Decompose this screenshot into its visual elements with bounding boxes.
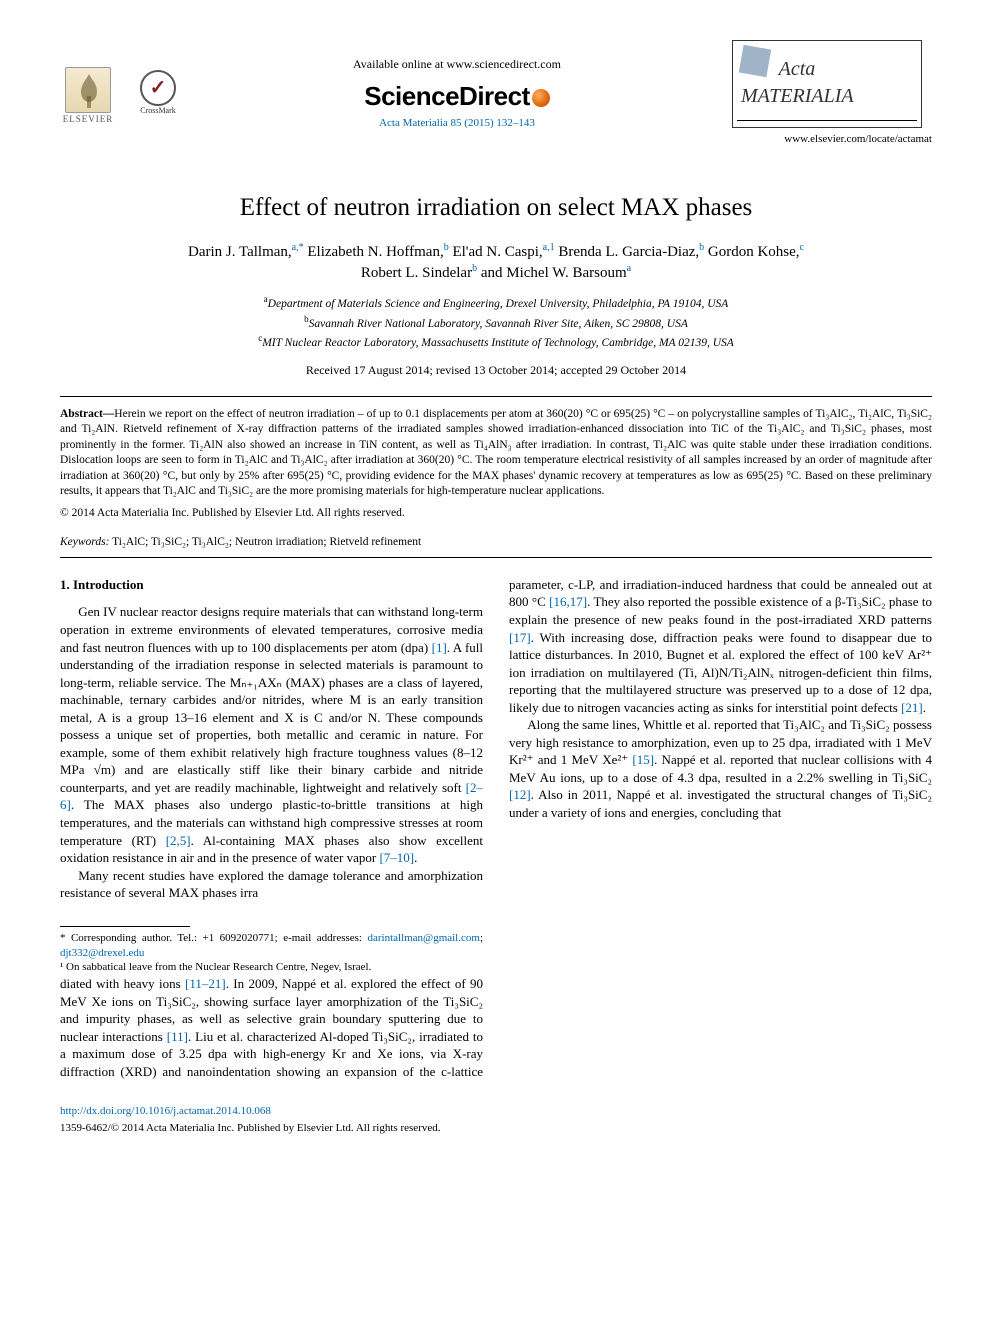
crossmark-badge[interactable]: ✓ CrossMark — [134, 64, 182, 122]
author-5-affil: c — [800, 242, 804, 253]
header-left-logos: ELSEVIER ✓ CrossMark — [60, 61, 182, 125]
intro-para-2-start: Many recent studies have explored the da… — [60, 867, 483, 902]
author-7: and Michel W. Barsoum — [481, 265, 627, 281]
footer-issn-copyright: 1359-6462/© 2014 Acta Materialia Inc. Pu… — [60, 1121, 932, 1136]
abstract-label: Abstract— — [60, 408, 114, 420]
article-dates: Received 17 August 2014; revised 13 Octo… — [60, 362, 932, 378]
elsevier-tree-icon — [65, 67, 111, 113]
author-2: Elizabeth N. Hoffman, — [307, 244, 443, 260]
abstract-block: Abstract—Herein we report on the effect … — [60, 407, 932, 500]
footnote-rule — [60, 926, 190, 927]
ref-15[interactable]: [15] — [632, 752, 654, 767]
affil-c: MIT Nuclear Reactor Laboratory, Massachu… — [262, 337, 734, 349]
author-2-affil: b — [444, 242, 449, 253]
author-1-affil: a,* — [292, 242, 304, 253]
author-3: El'ad N. Caspi, — [452, 244, 542, 260]
keywords-label: Keywords: — [60, 536, 109, 548]
article-title: Effect of neutron irradiation on select … — [60, 191, 932, 225]
crossmark-icon: ✓ — [140, 70, 176, 106]
header-right: Acta MATERIALIA www.elsevier.com/locate/… — [732, 40, 932, 147]
ref-12[interactable]: [12] — [509, 787, 531, 802]
abstract-text: Herein we report on the effect of neutro… — [60, 408, 932, 498]
doi-link[interactable]: http://dx.doi.org/10.1016/j.actamat.2014… — [60, 1104, 932, 1119]
elsevier-label: ELSEVIER — [63, 113, 114, 125]
author-1: Darin J. Tallman, — [188, 244, 292, 260]
author-7-affil: a — [627, 263, 631, 274]
keywords-text: Ti₂AlC; Ti₃SiC₂; Ti₃AlC₂; Neutron irradi… — [109, 536, 421, 548]
affil-a: Department of Materials Science and Engi… — [268, 298, 729, 310]
abstract-rule-bottom — [60, 557, 932, 558]
author-5: Gordon Kohse, — [708, 244, 800, 260]
journal-ref-link[interactable]: Acta Materialia 85 (2015) 132–143 — [379, 117, 535, 129]
p1a: Gen IV nuclear reactor designs require m… — [60, 604, 483, 654]
authors-block: Darin J. Tallman,a,* Elizabeth N. Hoffma… — [60, 241, 932, 284]
email-sep: ; — [480, 932, 483, 944]
ref-11-21[interactable]: [11–21] — [185, 976, 226, 991]
elsevier-logo: ELSEVIER — [60, 61, 116, 125]
ref-7-10[interactable]: [7–10] — [379, 850, 414, 865]
publisher-header: ELSEVIER ✓ CrossMark Available online at… — [60, 40, 932, 147]
ref-1[interactable]: [1] — [432, 640, 447, 655]
sciencedirect-orb-icon — [532, 89, 550, 107]
p2b: diated with heavy ions — [60, 976, 185, 991]
ref-17[interactable]: [17] — [509, 630, 531, 645]
sciencedirect-logo: ScienceDirect — [182, 79, 732, 114]
ref-2-5[interactable]: [2,5] — [166, 833, 191, 848]
crossmark-label: CrossMark — [140, 106, 176, 117]
author-4: Brenda L. Garcia-Diaz, — [558, 244, 699, 260]
acta-square-icon — [739, 45, 771, 77]
keywords-line: Keywords: Ti₂AlC; Ti₃SiC₂; Ti₃AlC₂; Neut… — [60, 535, 932, 551]
affiliations-block: aDepartment of Materials Science and Eng… — [60, 293, 932, 352]
corr-email-2[interactable]: djt332@drexel.edu — [60, 947, 144, 959]
section-1-title: 1. Introduction — [60, 576, 483, 594]
acta-materialia-box: Acta MATERIALIA — [732, 40, 922, 128]
author-6: Robert L. Sindelar — [361, 265, 472, 281]
article-body: 1. Introduction Gen IV nuclear reactor d… — [60, 576, 932, 1096]
ref-21[interactable]: [21] — [901, 700, 923, 715]
locate-url: www.elsevier.com/locate/actamat — [732, 132, 932, 147]
p1e: . — [414, 850, 417, 865]
journal-reference: Acta Materialia 85 (2015) 132–143 — [182, 116, 732, 131]
available-online-text: Available online at www.sciencedirect.co… — [182, 56, 732, 72]
p2f: . With increasing dose, diffraction peak… — [509, 630, 932, 715]
abstract-copyright: © 2014 Acta Materialia Inc. Published by… — [60, 506, 932, 522]
acta-box-rule — [737, 120, 917, 121]
footnote-block: * Corresponding author. Tel.: +1 6092020… — [60, 926, 483, 976]
sciencedirect-text: ScienceDirect — [364, 81, 529, 111]
p3c: . Also in 2011, Nappé et al. investigate… — [509, 787, 932, 820]
acta-logo-row: Acta MATERIALIA — [741, 47, 913, 110]
ref-16-17[interactable]: [16,17] — [549, 594, 587, 609]
intro-para-1: Gen IV nuclear reactor designs require m… — [60, 603, 483, 866]
p2g: . — [923, 700, 926, 715]
author-4-affil: b — [699, 242, 704, 253]
corresponding-author-note: * Corresponding author. Tel.: +1 6092020… — [60, 931, 483, 961]
sabbatical-note: ¹ On sabbatical leave from the Nuclear R… — [60, 960, 483, 975]
author-3-affil: a,1 — [543, 242, 555, 253]
ref-11[interactable]: [11] — [167, 1029, 188, 1044]
corr-email-1[interactable]: darintallman@gmail.com — [367, 932, 479, 944]
author-6-affil: b — [472, 263, 477, 274]
abstract-rule-top — [60, 396, 932, 397]
p2a: Many recent studies have explored the da… — [60, 868, 483, 901]
intro-para-3: Along the same lines, Whittle et al. rep… — [509, 716, 932, 821]
affil-b: Savannah River National Laboratory, Sava… — [309, 317, 688, 329]
doi-anchor[interactable]: http://dx.doi.org/10.1016/j.actamat.2014… — [60, 1105, 271, 1117]
corr-label: * Corresponding author. Tel.: +1 6092020… — [60, 932, 367, 944]
header-center: Available online at www.sciencedirect.co… — [182, 56, 732, 130]
p1b: . A full understanding of the irradiatio… — [60, 640, 483, 795]
